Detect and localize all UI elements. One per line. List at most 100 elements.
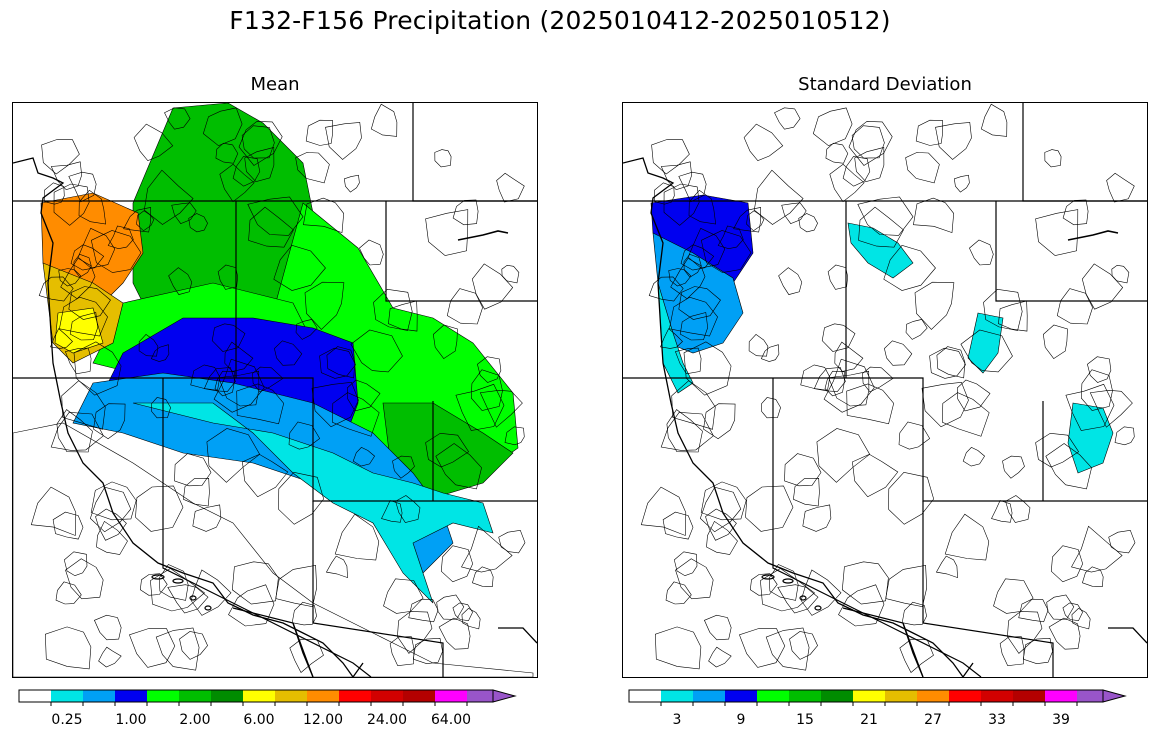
basin-outline [687,227,726,269]
colorbar-swatch [629,690,661,702]
region-sw-rest [13,422,534,677]
basin-outline [352,447,375,467]
basin-outline [139,573,168,596]
basin-outline [993,578,1034,614]
basin-outline [273,244,326,291]
basin-outline [461,608,481,630]
colorbar-extend-arrow [1102,689,1127,703]
basin-outline [171,202,197,224]
basin-outline [78,189,107,225]
basin-outline [89,486,132,533]
basin-outline [432,324,458,360]
mean-coastline [13,157,354,677]
basin-outline [412,637,443,665]
colorbar-mean-svg: 0.25 1.00 2.00 6.00 12.00 24.00 64.00 [18,689,517,728]
basin-outline [52,511,84,540]
basin-outline [969,239,994,266]
basin-outline [991,500,1013,523]
map-std [622,102,1148,678]
basin-outline [206,428,261,483]
colorbar-swatch [1077,690,1103,702]
basin-outline [905,319,928,340]
basin-outline [998,300,1028,332]
basin-outline [789,631,818,660]
basin-outline [214,370,236,397]
colorbar-swatch [1045,690,1077,702]
basin-outline [679,312,709,341]
basin-outline [248,206,294,248]
basin-outline [828,370,870,407]
basin-outline [65,558,104,600]
basin-outline [425,432,470,468]
basin-outline [749,573,778,596]
basin-outline [960,329,1013,373]
colorbar-swatch [243,690,275,702]
basin-outline [703,614,732,641]
basin-outline [884,340,913,366]
basin-outline [1005,495,1031,523]
basin-outline [1062,199,1089,226]
basin-outline [885,564,928,608]
basin-outline [1056,288,1093,325]
colorbar-tick-label: 2.00 [179,712,210,728]
colorbar-tick-label: 27 [924,712,942,728]
basin-outline [440,545,474,583]
basin-outline [289,638,324,673]
basin-outline [660,328,683,349]
basin-outline [936,346,966,379]
basin-outline [1048,617,1081,650]
basin-outline [179,631,208,660]
colorbar-swatch [661,690,693,702]
basin-outline [188,213,208,233]
basin-outline [669,296,718,337]
basin-outline [305,119,333,146]
basin-outline [224,341,254,372]
basin-outline [1022,637,1053,665]
mean-state-borders [13,103,537,677]
basin-outline [700,481,747,521]
basin-outline [700,230,752,273]
basin-outline [1046,594,1075,620]
basin-outline [663,183,700,226]
basin-outline [392,455,415,479]
basin-outline [1108,529,1136,554]
basin-outline [90,481,137,521]
colorbar-std: 3 9 15 21 27 33 39 [628,688,1143,733]
basin-outline [743,123,784,162]
basin-outline [781,202,807,224]
basin-outline [408,598,439,623]
std-coast-mexico [902,622,1147,677]
basin-outline [1111,264,1130,284]
basin-outline [504,426,525,446]
basin-outline [70,244,105,271]
basin-outline [274,340,303,366]
basin-outline [1082,566,1104,588]
basin-outline [219,163,255,203]
colorbar-swatch [211,690,243,702]
basin-outline [164,107,191,130]
basin-outline [326,346,356,379]
basin-outline [343,174,360,193]
region-id-patch [847,222,914,279]
colorbar-swatch [789,690,821,702]
basin-outline [151,397,171,419]
basin-outline [73,253,92,278]
basin-outline [739,628,786,668]
colorbar-swatch [403,690,435,702]
basin-outline [397,611,433,654]
basin-outline [648,276,684,302]
basin-outline [1044,149,1062,168]
basin-outline [999,636,1025,667]
colorbar-swatch [821,690,853,702]
colorbar-swatch [885,690,917,702]
basin-outline [370,103,398,137]
basin-outline [436,594,465,620]
basin-outline [921,381,969,428]
colorbar-swatch [19,690,51,702]
basin-outline [670,257,706,300]
basin-outline [63,551,88,577]
basin-outline [346,379,381,412]
std-channel-islands [761,574,822,611]
colorbar-swatch [275,690,307,702]
basin-outline [167,584,209,614]
